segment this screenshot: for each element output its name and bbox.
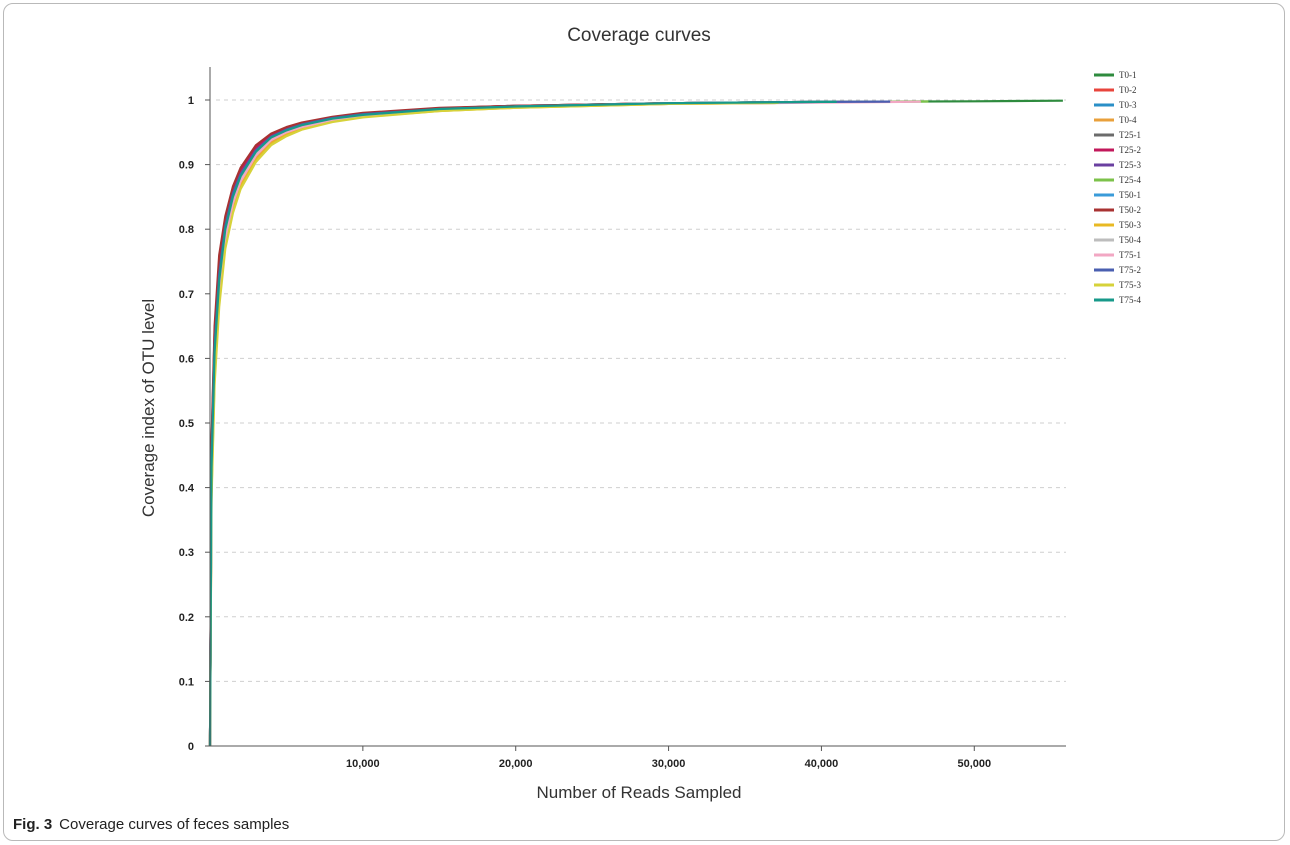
x-tick-label-1: 20,000 xyxy=(499,758,533,770)
y-tick-label-1: 0.1 xyxy=(179,676,194,688)
y-tick-label-8: 0.8 xyxy=(179,224,194,236)
series-line-t25-1 xyxy=(208,101,715,747)
legend: T0-1 T0-2 T0-3 T0-4 T25-1 T25-2 T25-3 T25-4 T50-… xyxy=(1094,70,1141,305)
legend-label-t25-3: T25-3 xyxy=(1119,160,1141,170)
x-tick-label-2: 30,000 xyxy=(652,758,686,770)
series-line-t25-3 xyxy=(208,100,906,747)
series-line-t75-3 xyxy=(208,101,779,747)
axes xyxy=(205,67,1066,751)
series-line-t50-2 xyxy=(208,101,791,747)
chart-title: Coverage curves xyxy=(567,25,711,46)
y-tick-label-3: 0.3 xyxy=(179,547,194,559)
y-tick-label-10: 1 xyxy=(188,95,194,107)
legend-label-t50-4: T50-4 xyxy=(1119,235,1141,245)
y-tick-label-0: 0 xyxy=(188,741,194,753)
series-line-t50-4 xyxy=(208,101,768,747)
y-tick-label-9: 0.9 xyxy=(179,160,194,172)
legend-label-t50-2: T50-2 xyxy=(1119,205,1141,215)
legend-label-t75-3: T75-3 xyxy=(1119,280,1141,290)
series-line-t25-4 xyxy=(208,100,929,747)
tick-labels: 0 0.1 0.2 0.3 0.4 0.5 0.6 0.7 0.8 0.9 1 10,000 20,00… xyxy=(179,95,991,770)
y-tick-label-7: 0.7 xyxy=(179,289,194,301)
legend-label-t25-1: T25-1 xyxy=(1119,130,1141,140)
series-line-t0-2 xyxy=(208,101,761,747)
series-line-t75-4 xyxy=(208,100,837,747)
legend-label-t0-2: T0-2 xyxy=(1119,85,1137,95)
legend-label-t50-3: T50-3 xyxy=(1119,220,1141,230)
figure-label: Fig. 3 xyxy=(13,816,53,833)
legend-label-t0-3: T0-3 xyxy=(1119,100,1137,110)
legend-label-t75-2: T75-2 xyxy=(1119,265,1141,275)
figure-caption: Fig. 3 Coverage curves of feces samples xyxy=(13,816,289,833)
x-tick-label-4: 50,000 xyxy=(957,758,991,770)
y-tick-label-4: 0.4 xyxy=(179,483,195,495)
figure-frame xyxy=(3,3,1285,841)
legend-label-t50-1: T50-1 xyxy=(1119,190,1141,200)
series-line-t0-3 xyxy=(208,100,865,747)
legend-label-t75-4: T75-4 xyxy=(1119,295,1141,305)
y-tick-label-2: 0.2 xyxy=(179,612,194,624)
x-tick-label-0: 10,000 xyxy=(346,758,380,770)
legend-label-t25-4: T25-4 xyxy=(1119,175,1141,185)
series-line-t75-1 xyxy=(208,100,921,747)
legend-label-t0-4: T0-4 xyxy=(1119,115,1137,125)
legend-label-t25-2: T25-2 xyxy=(1119,145,1141,155)
y-tick-label-6: 0.6 xyxy=(179,353,194,365)
x-axis-label: Number of Reads Sampled xyxy=(536,783,741,802)
grid-lines xyxy=(216,99,1066,682)
y-tick-label-5: 0.5 xyxy=(179,418,194,430)
legend-label-t75-1: T75-1 xyxy=(1119,250,1141,260)
series-line-t50-3 xyxy=(208,101,784,747)
series-line-t75-2 xyxy=(208,100,891,747)
figure-caption-text: Coverage curves of feces samples xyxy=(59,816,290,833)
y-axis-label: Coverage index of OTU level xyxy=(139,299,158,517)
series-line-t0-4 xyxy=(208,101,776,747)
series-lines xyxy=(208,99,1063,747)
legend-label-t0-1: T0-1 xyxy=(1119,70,1137,80)
x-tick-label-3: 40,000 xyxy=(805,758,839,770)
series-line-t25-2 xyxy=(208,100,853,747)
series-line-t50-1 xyxy=(208,101,746,747)
